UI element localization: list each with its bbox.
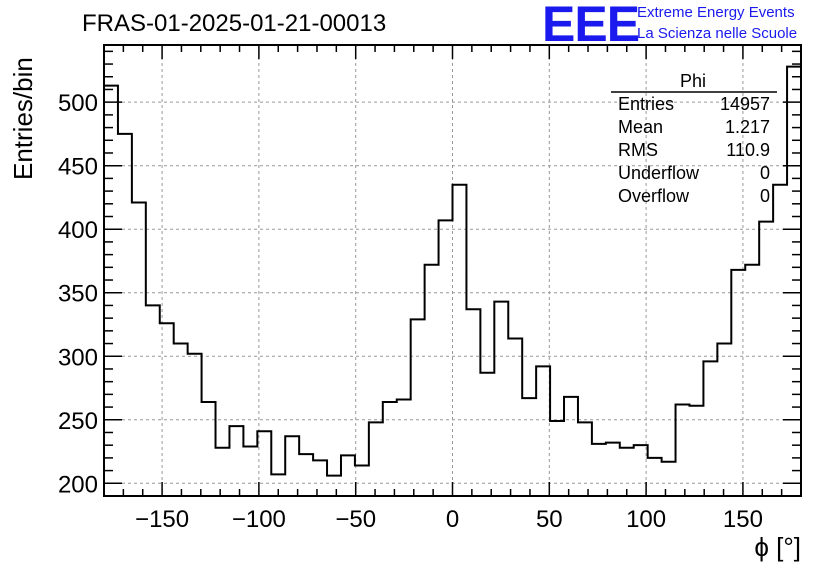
x-tick-labels: −150 −100 −50 0 50 100 150: [135, 506, 763, 533]
grid-lines: [104, 45, 801, 496]
x-tick-label: −50: [335, 506, 376, 533]
x-tick-label: 150: [723, 506, 763, 533]
logo-subtitle-1: Extreme Energy Events: [637, 4, 795, 21]
stats-rows: Entries 14957 Mean 1.217 RMS 110.9 Underflow 0 O…: [618, 94, 770, 206]
stats-label: Underflow: [618, 163, 700, 183]
histogram-line: [104, 65, 801, 477]
stats-value: 1.217: [725, 117, 770, 137]
axis-ticks: [103, 45, 802, 496]
x-axis-label: ϕ [°]: [754, 532, 801, 562]
stats-label: Overflow: [618, 186, 690, 206]
logo-subtitle-2: La Scienza nelle Scuole: [637, 25, 798, 42]
stats-label: RMS: [618, 140, 658, 160]
x-tick-label: −100: [232, 506, 286, 533]
y-tick-label: 300: [58, 344, 98, 371]
y-tick-labels: 200 250 300 350 400 450 500: [58, 90, 98, 498]
chart-title: FRAS-01-2025-01-21-00013: [82, 10, 387, 37]
x-tick-label: 50: [536, 506, 563, 533]
stats-value: 14957: [720, 94, 770, 114]
stats-name: Phi: [680, 71, 706, 91]
y-tick-label: 200: [58, 471, 98, 498]
stats-label: Entries: [618, 94, 674, 114]
stats-value: 110.9: [726, 140, 770, 160]
y-axis-label: Entries/bin: [8, 57, 38, 180]
x-tick-label: 0: [446, 506, 459, 533]
stats-label: Mean: [618, 117, 663, 137]
y-tick-label: 500: [58, 90, 98, 117]
eee-logo: EEE: [542, 0, 640, 52]
x-tick-label: −150: [135, 506, 189, 533]
y-tick-label: 250: [58, 408, 98, 435]
y-tick-label: 400: [58, 217, 98, 244]
stats-box: Phi Entries 14957 Mean 1.217 RMS 110.9 Underfl…: [611, 71, 777, 206]
x-tick-label: 100: [626, 506, 666, 533]
y-tick-label: 450: [58, 154, 98, 181]
stats-value: 0: [760, 186, 770, 206]
y-tick-label: 350: [58, 281, 98, 308]
stats-value: 0: [760, 163, 770, 183]
